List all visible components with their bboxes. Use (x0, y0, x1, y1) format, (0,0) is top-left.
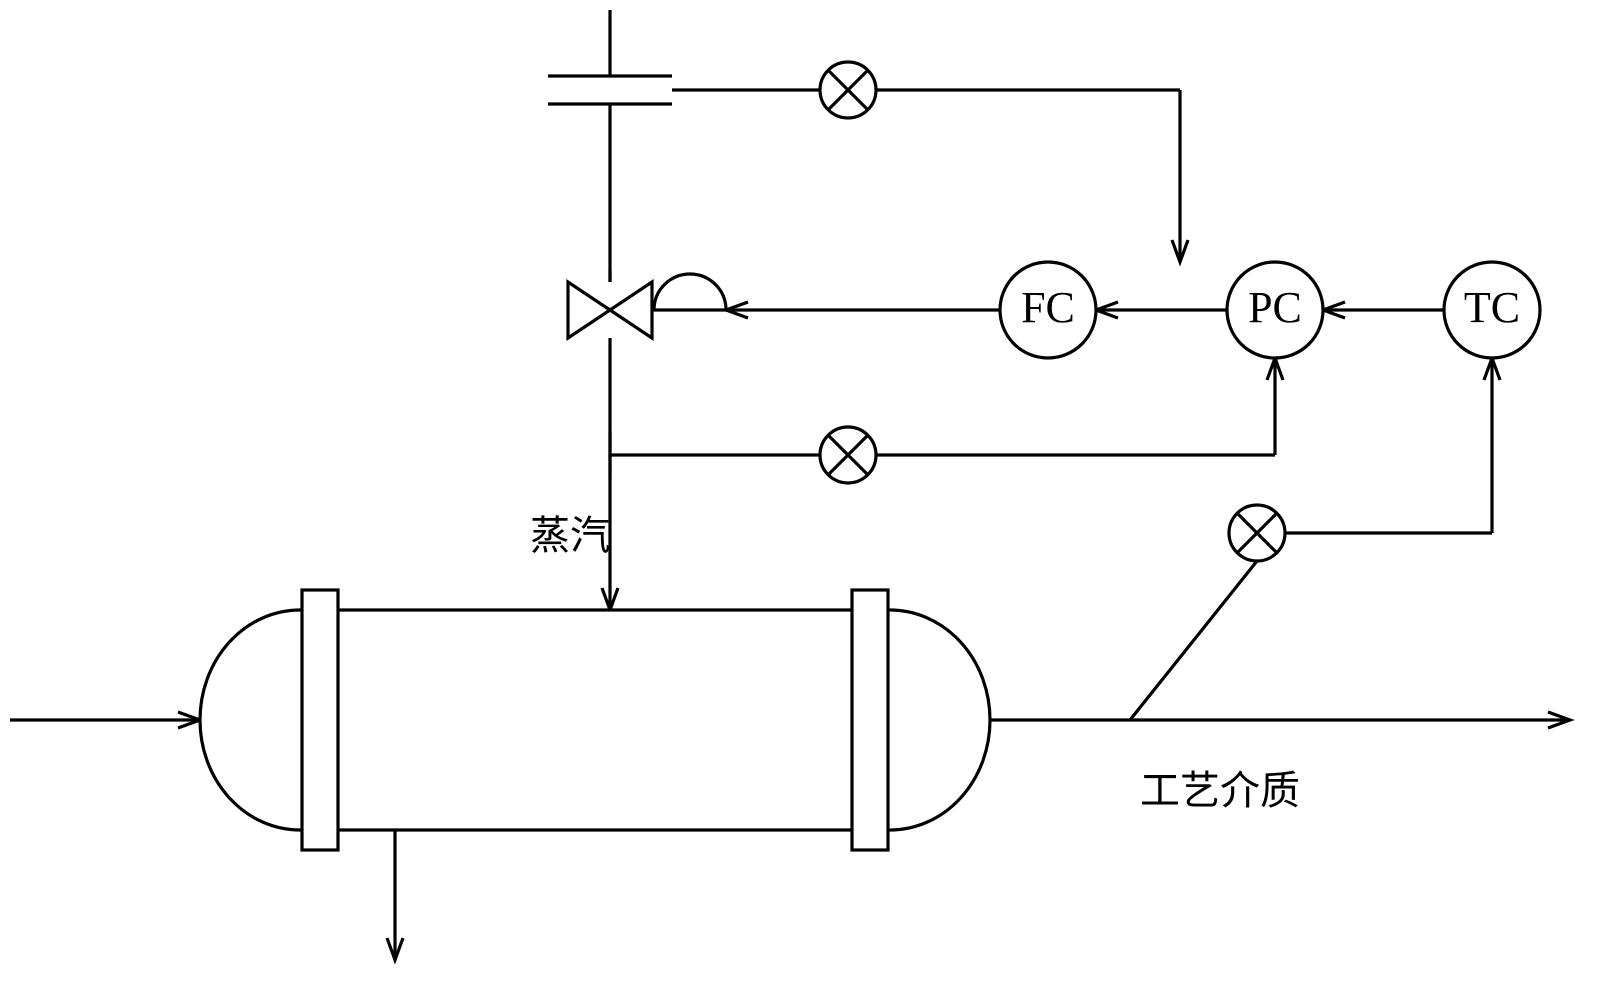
tc-controller-label: TC (1464, 283, 1520, 332)
label-steam: 蒸汽 (530, 513, 610, 558)
fc-controller-label: FC (1021, 283, 1075, 332)
label-process-medium: 工艺介质 (1140, 768, 1300, 813)
vessel-flange-right (852, 590, 888, 850)
pc-controller-label: PC (1248, 283, 1302, 332)
vessel-flange-left (302, 590, 338, 850)
control-valve-body-icon (568, 282, 652, 338)
pipe-temp-tap (1130, 561, 1257, 720)
valve-actuator-dome-icon (654, 274, 726, 310)
